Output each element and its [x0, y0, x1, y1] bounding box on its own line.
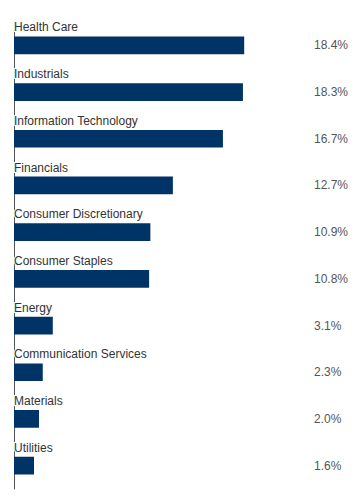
svg-text:Energy: Energy — [14, 301, 52, 315]
svg-text:10.9%: 10.9% — [314, 225, 348, 239]
svg-text:Health Care: Health Care — [14, 20, 78, 34]
svg-text:2.0%: 2.0% — [314, 412, 342, 426]
svg-text:Utilities: Utilities — [14, 441, 53, 455]
svg-text:3.1%: 3.1% — [314, 319, 342, 333]
svg-text:12.7%: 12.7% — [314, 178, 348, 192]
svg-text:Financials: Financials — [14, 161, 68, 175]
svg-text:16.7%: 16.7% — [314, 132, 348, 146]
svg-text:Information Technology: Information Technology — [14, 114, 138, 128]
svg-text:Communication Services: Communication Services — [14, 347, 147, 361]
svg-text:Consumer Discretionary: Consumer Discretionary — [14, 207, 143, 221]
svg-text:Consumer Staples: Consumer Staples — [14, 254, 113, 268]
svg-text:1.6%: 1.6% — [314, 459, 342, 473]
svg-text:18.4%: 18.4% — [314, 38, 348, 52]
svg-text:Materials: Materials — [14, 394, 63, 408]
svg-text:10.8%: 10.8% — [314, 272, 348, 286]
svg-text:Industrials: Industrials — [14, 67, 69, 81]
svg-text:18.3%: 18.3% — [314, 85, 348, 99]
svg-text:2.3%: 2.3% — [314, 365, 342, 379]
